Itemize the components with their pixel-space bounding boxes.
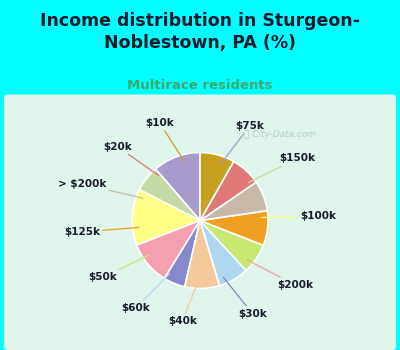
Wedge shape: [132, 190, 200, 245]
Text: $50k: $50k: [88, 255, 150, 282]
Text: $100k: $100k: [261, 211, 336, 220]
Wedge shape: [200, 153, 234, 220]
Text: $30k: $30k: [223, 277, 267, 318]
Text: $200k: $200k: [247, 260, 313, 290]
Text: $75k: $75k: [221, 121, 264, 163]
Wedge shape: [200, 161, 256, 220]
Text: $125k: $125k: [64, 227, 139, 237]
Text: $20k: $20k: [103, 141, 158, 175]
Wedge shape: [200, 220, 246, 286]
Text: $150k: $150k: [248, 154, 315, 183]
Text: Multirace residents: Multirace residents: [127, 79, 273, 92]
Text: > $200k: > $200k: [58, 179, 143, 198]
Wedge shape: [200, 211, 268, 245]
Wedge shape: [200, 182, 267, 220]
Wedge shape: [139, 169, 200, 220]
Wedge shape: [200, 220, 263, 271]
Text: $40k: $40k: [168, 282, 198, 326]
Text: ⓘ City-Data.com: ⓘ City-Data.com: [244, 130, 316, 139]
Wedge shape: [164, 220, 200, 287]
Wedge shape: [156, 153, 200, 220]
Text: Income distribution in Sturgeon-
Noblestown, PA (%): Income distribution in Sturgeon- Noblest…: [40, 12, 360, 52]
Text: $10k: $10k: [146, 118, 184, 161]
Wedge shape: [137, 220, 200, 279]
Text: $60k: $60k: [122, 274, 170, 313]
Wedge shape: [185, 220, 220, 288]
FancyBboxPatch shape: [4, 94, 396, 350]
